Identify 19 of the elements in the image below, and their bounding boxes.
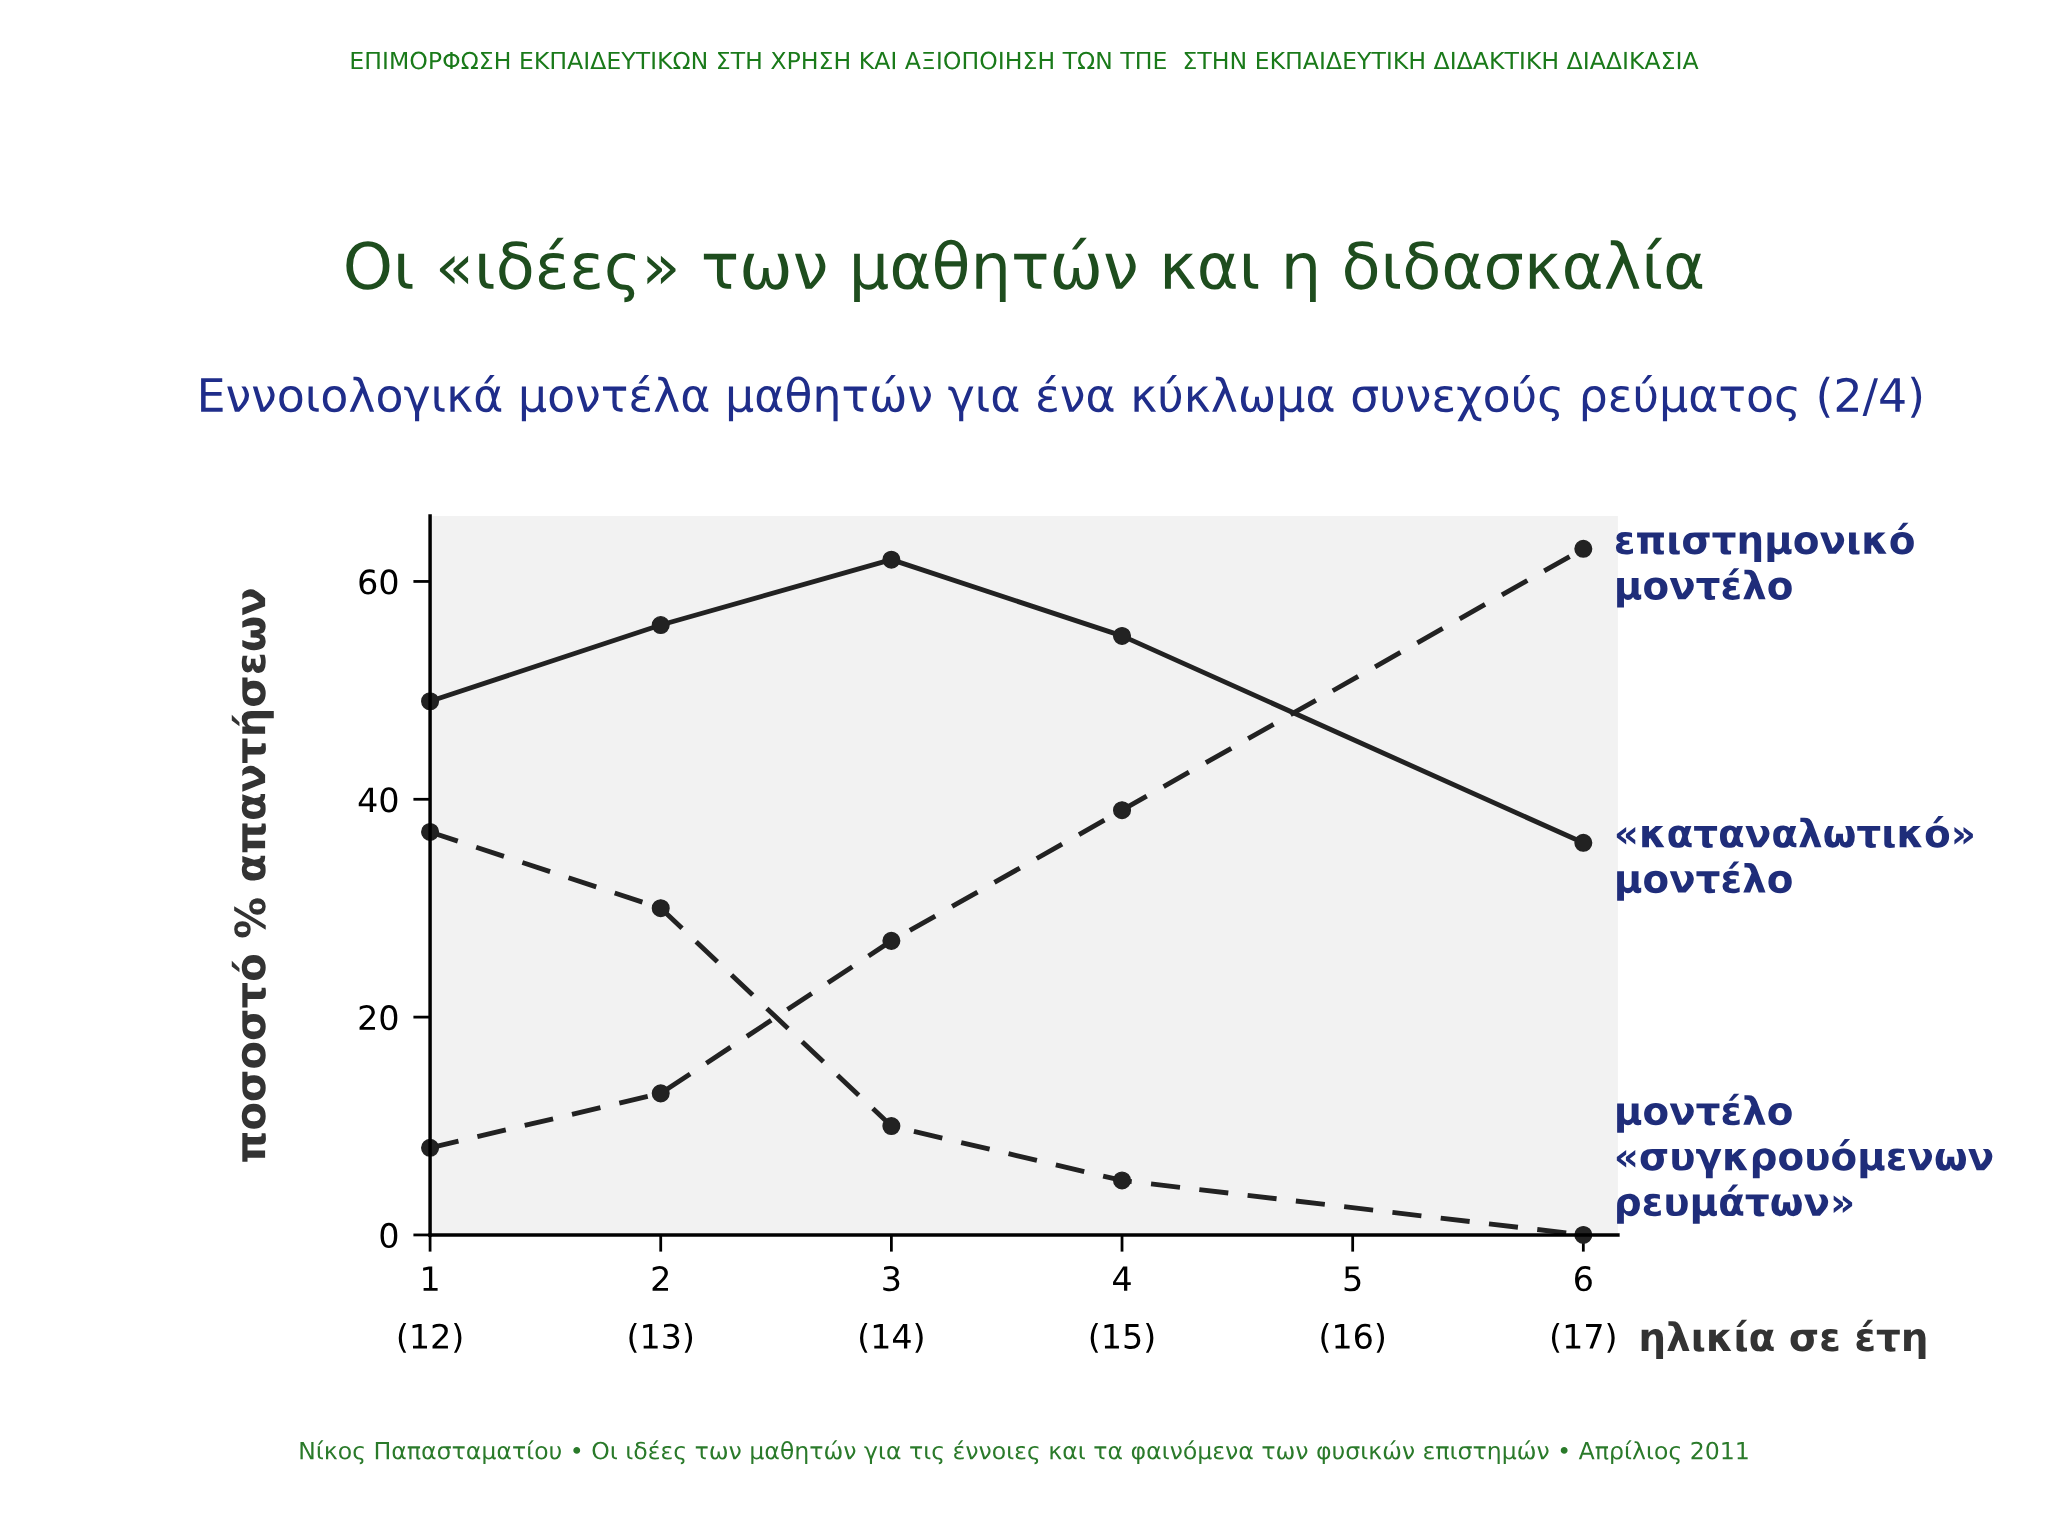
y-tick-label: 0 <box>380 1222 398 1249</box>
y-tick-label: 40 <box>358 787 398 813</box>
chart-subtitle: Εννοιολογικά μοντέλα μαθητών για ένα κύκλωμα συνεχούς ρεύματος (2/4) <box>201 374 1922 422</box>
y-axis-title: ποσοστό % απαντήσεων <box>231 589 274 1162</box>
x-tick-label: 5 (16) <box>1321 1266 1385 1353</box>
x-tick-label: 4 (15) <box>1090 1266 1154 1353</box>
x-tick-label: 6 (17) <box>1551 1266 1615 1353</box>
x-tick-label: 2 (13) <box>629 1266 693 1353</box>
x-tick-label: 3 (14) <box>860 1266 923 1353</box>
series-label: μοντέλο «συγκρουόμενων ρευμάτων» <box>1616 1093 1993 1224</box>
x-axis-title: ηλικία σε έτη <box>1641 1319 1926 1359</box>
text: Νίκος Παπασταματίου • Οι ιδέες των μαθητών για τις έννοιες και τα φαινόμενα των φυσικών επιστημών • Απρίλιος 2011 <box>300 1440 1748 1465</box>
y-tick-label: 60 <box>359 569 398 595</box>
text: ΕΠΙΜΟΡΦΩΣΗ ΕΚΠΑΙΔΕΥΤΙΚΩΝ ΣΤΗ ΧΡΗΣΗ ΚΑΙ ΑΞΙΟΠΟΙΗΣΗ ΤΩΝ ΤΠΕ ΣΤΗΝ ΕΚΠΑΙΔΕΥΤΙΚΗ ΔΙΔΑΚΤΙΚΗ ΔΙΑΔΙΚΑΣΙΑ <box>351 51 1699 70</box>
chart-title: Οι «ιδέες» των μαθητών και η διδασκαλία <box>346 237 1703 303</box>
x-tick-label: 1 (12) <box>398 1266 462 1353</box>
series-label: επιστημονικό μοντέλο <box>1615 522 1914 608</box>
y-tick-label: 20 <box>359 1005 398 1031</box>
series-label: «καταναλωτικό» μοντέλο <box>1616 816 1973 901</box>
